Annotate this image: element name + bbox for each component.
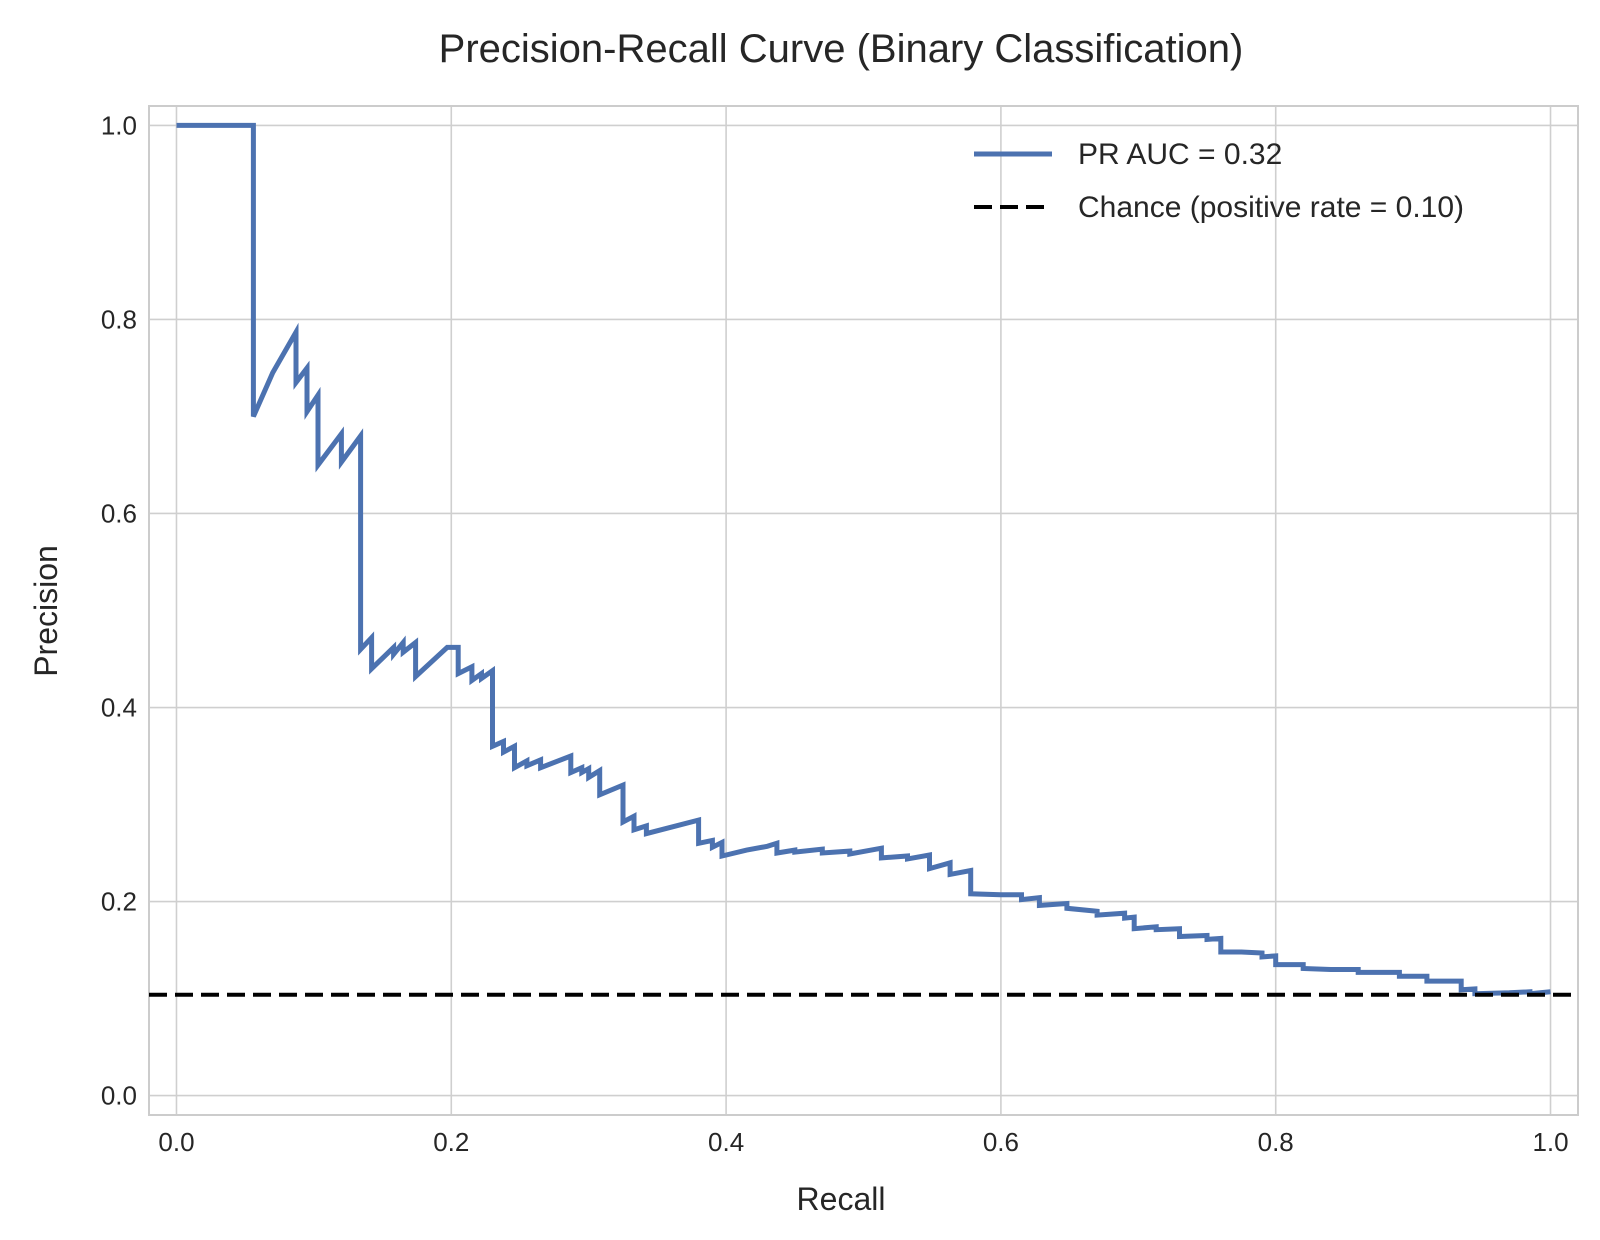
y-axis-label: Precision — [28, 545, 64, 677]
x-axis-label: Recall — [797, 1181, 886, 1217]
legend: PR AUC = 0.32 Chance (positive rate = 0.… — [974, 138, 1464, 224]
plot-area — [148, 105, 1579, 1116]
y-tick-label: 0.2 — [101, 887, 137, 917]
series-lines — [149, 122, 1578, 997]
y-tick-label: 0.0 — [101, 1081, 137, 1111]
y-tick-label: 0.4 — [101, 693, 137, 723]
x-tick-label: 1.0 — [1532, 1127, 1568, 1157]
legend-label-chance: Chance (positive rate = 0.10) — [1078, 191, 1464, 224]
chart-title: Precision-Recall Curve (Binary Classific… — [439, 27, 1244, 71]
x-tick-label: 0.8 — [1258, 1127, 1294, 1157]
x-tick-label: 0.6 — [983, 1127, 1019, 1157]
y-tick-label: 1.0 — [101, 110, 137, 140]
legend-label-pr-auc: PR AUC = 0.32 — [1078, 138, 1282, 171]
y-tick-label: 0.6 — [101, 498, 137, 528]
x-tick-label: 0.4 — [708, 1127, 744, 1157]
pr-curve-line — [176, 122, 1551, 997]
x-tick-label: 0.0 — [158, 1127, 194, 1157]
tick-labels: 0.0 0.2 0.4 0.6 0.8 1.0 0.0 0.2 0.4 0.6 0.8 1.0 — [101, 110, 1569, 1157]
x-tick-label: 0.2 — [433, 1127, 469, 1157]
grid-lines — [149, 106, 1578, 1115]
y-tick-label: 0.8 — [101, 304, 137, 334]
